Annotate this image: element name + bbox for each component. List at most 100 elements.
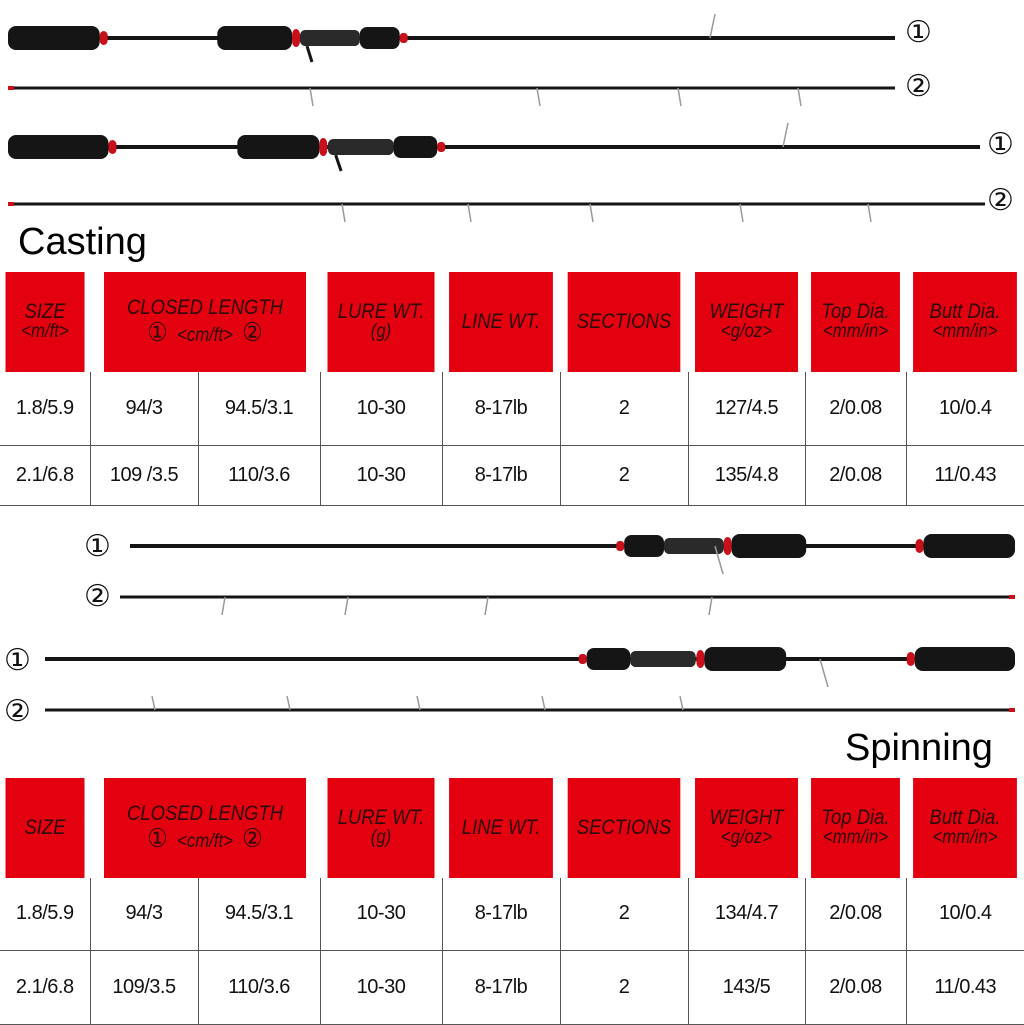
fore-grip — [237, 135, 320, 159]
reel-lock — [586, 648, 631, 670]
table-header-row: SIZE CLOSED LENGTH ① <cm/ft> ② LURE WT. (g… — [0, 778, 1024, 878]
header-lure-wt: LURE WT. (g) — [327, 778, 435, 878]
table-row: 2.1/6.8 109 /3.5 110/3.6 10-30 8-17lb 2 135/4.… — [0, 445, 1024, 506]
cell: 10-30 — [320, 950, 443, 1025]
cell: 1.8/5.9 — [0, 878, 91, 951]
hood-ring — [616, 541, 625, 551]
table-row: 2.1/6.8 109/3.5 110/3.6 10-30 8-17lb 2 143/5 2/… — [0, 950, 1024, 1025]
cell: 10/0.4 — [906, 878, 1024, 951]
grip-ring — [915, 539, 924, 553]
table-row: 1.8/5.9 94/3 94.5/3.1 10-30 8-17lb 2 127/4.5 2/… — [0, 372, 1024, 446]
reel-seat — [630, 651, 696, 667]
cell: 2.1/6.8 — [0, 445, 91, 506]
cell: 8-17lb — [442, 878, 561, 951]
cell: 94/3 — [90, 372, 199, 446]
reel-seat — [327, 139, 394, 155]
section-marker-2: ② — [905, 70, 932, 103]
rear-grip — [8, 135, 109, 159]
cell: 8-17lb — [442, 950, 561, 1025]
reel-lock — [624, 535, 664, 557]
reel-lock — [393, 136, 438, 158]
cell: 109/3.5 — [90, 950, 199, 1025]
rod-guide — [708, 596, 713, 616]
header-line-wt: LINE WT. — [449, 272, 553, 372]
cell: 11/0.43 — [906, 445, 1024, 506]
grip-ring — [906, 652, 915, 666]
cell: 2 — [560, 372, 689, 446]
ferrule-ring — [8, 202, 14, 206]
rod-guide — [341, 203, 346, 223]
rod-guide — [867, 203, 872, 223]
rod-guide — [739, 203, 744, 223]
section-marker-2: ② — [84, 580, 111, 613]
rod-guide — [484, 596, 489, 616]
trigger — [305, 45, 314, 63]
header-top-dia: Top Dia. <mm/in> — [811, 778, 900, 878]
cell: 10-30 — [320, 445, 443, 506]
header-weight: WEIGHT <g/oz> — [695, 272, 798, 372]
section-marker-1: ① — [84, 530, 111, 563]
rod-guide — [714, 545, 724, 575]
rear-grip — [8, 26, 100, 50]
section-marker-2: ② — [987, 184, 1014, 217]
ferrule-ring — [1009, 595, 1015, 599]
ferrule-ring — [8, 86, 14, 90]
fore-grip — [704, 647, 787, 671]
table-header-row: SIZE <m/ft> CLOSED LENGTH ① <cm/ft> ② LURE… — [0, 272, 1024, 372]
cell: 1.8/5.9 — [0, 372, 91, 446]
grip-ring — [99, 31, 108, 45]
header-closed-length: CLOSED LENGTH ① <cm/ft> ② — [103, 778, 307, 878]
header-size: SIZE — [5, 778, 85, 878]
rear-grip — [914, 647, 1015, 671]
hood-ring — [437, 142, 446, 152]
section-marker-1: ① — [905, 16, 932, 49]
rod-guide — [344, 596, 349, 616]
trigger — [334, 154, 343, 172]
rod-guide — [541, 695, 546, 711]
reel-seat — [663, 538, 724, 554]
cell: 2 — [560, 950, 689, 1025]
cell: 8-17lb — [442, 445, 561, 506]
grip-ring — [108, 140, 117, 154]
header-butt-dia: Butt Dia. <mm/in> — [913, 778, 1017, 878]
casting-spec-table: SIZE <m/ft> CLOSED LENGTH ① <cm/ft> ② LURE… — [0, 272, 1024, 506]
rod-guide — [286, 695, 291, 711]
reel-lock — [359, 27, 400, 49]
cell: 2/0.08 — [805, 950, 907, 1025]
section-marker-2: ② — [4, 695, 31, 728]
rod-guide — [679, 695, 684, 711]
header-top-dia: Top Dia. <mm/in> — [811, 272, 900, 372]
rod-guide — [151, 695, 156, 711]
rod-guide — [709, 13, 716, 39]
grip-ring — [292, 29, 301, 47]
fore-grip — [217, 26, 293, 50]
cell: 110/3.6 — [198, 445, 321, 506]
cell: 135/4.8 — [688, 445, 806, 506]
header-closed-length: CLOSED LENGTH ① <cm/ft> ② — [103, 272, 307, 372]
spinning-spec-table: SIZE CLOSED LENGTH ① <cm/ft> ② LURE WT. (g… — [0, 778, 1024, 1025]
header-size: SIZE <m/ft> — [5, 272, 85, 372]
header-sections: SECTIONS — [567, 272, 681, 372]
rod-guide — [416, 695, 421, 711]
rod-guide — [309, 87, 314, 107]
header-sections: SECTIONS — [567, 778, 681, 878]
rod-guide — [221, 596, 226, 616]
table-row: 1.8/5.9 94/3 94.5/3.1 10-30 8-17lb 2 134/4.7 2/… — [0, 878, 1024, 951]
rod-guide — [467, 203, 472, 223]
grip-ring — [319, 138, 328, 156]
cell: 10-30 — [320, 878, 443, 951]
cell: 94.5/3.1 — [198, 878, 321, 951]
cell: 2 — [560, 445, 689, 506]
rear-grip — [923, 534, 1015, 558]
cell: 10-30 — [320, 372, 443, 446]
cell: 2/0.08 — [805, 878, 907, 951]
cell: 2 — [560, 878, 689, 951]
header-lure-wt: LURE WT. (g) — [327, 272, 435, 372]
cell: 2/0.08 — [805, 445, 907, 506]
header-butt-dia: Butt Dia. <mm/in> — [913, 272, 1017, 372]
cell: 2/0.08 — [805, 372, 907, 446]
hood-ring — [578, 654, 587, 664]
cell: 94/3 — [90, 878, 199, 951]
cell: 143/5 — [688, 950, 806, 1025]
